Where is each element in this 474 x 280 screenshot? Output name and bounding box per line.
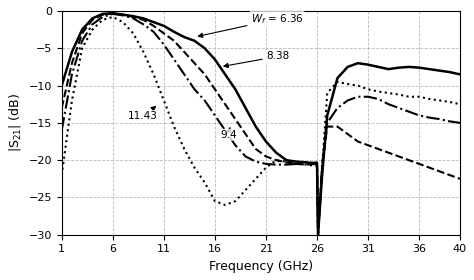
Y-axis label: |S$_{21}$| (dB): |S$_{21}$| (dB) xyxy=(7,93,23,152)
X-axis label: Frequency (GHz): Frequency (GHz) xyxy=(209,260,313,273)
Text: $W_f$ = 6.36: $W_f$ = 6.36 xyxy=(199,12,303,37)
Text: 11.43: 11.43 xyxy=(128,107,158,121)
Text: 8.38: 8.38 xyxy=(224,52,289,67)
Text: 9.4: 9.4 xyxy=(220,128,237,140)
